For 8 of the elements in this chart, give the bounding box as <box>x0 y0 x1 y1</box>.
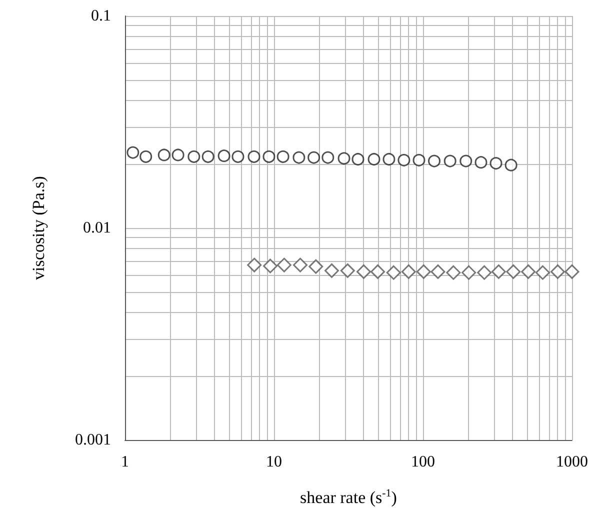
x-tick-label: 1000 <box>556 454 588 470</box>
y-tick-label: 0.1 <box>91 8 111 24</box>
x-tick-label: 10 <box>266 454 282 470</box>
x-tick-label: 100 <box>411 454 435 470</box>
y-tick-label: 0.001 <box>75 432 111 448</box>
y-tick-label: 0.01 <box>83 220 111 236</box>
x-tick-label: 1 <box>121 454 129 470</box>
y-axis-title: viscosity (Pa.s) <box>29 176 48 280</box>
